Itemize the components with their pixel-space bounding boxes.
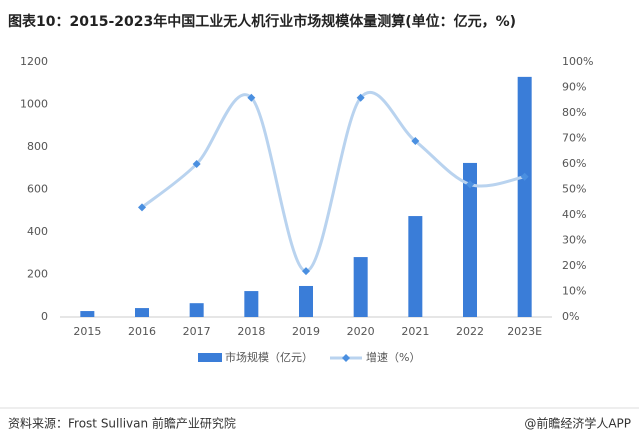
y-tick-label: 200 bbox=[27, 268, 48, 281]
y2-tick-label: 20% bbox=[562, 259, 586, 272]
marker bbox=[520, 172, 529, 181]
bar bbox=[80, 311, 95, 317]
y2-tick-label: 0% bbox=[562, 310, 579, 323]
x-tick-label: 2015 bbox=[73, 325, 101, 338]
y-tick-label: 400 bbox=[27, 225, 48, 238]
bar bbox=[463, 162, 477, 317]
marker bbox=[411, 137, 420, 146]
x-tick-label: 2016 bbox=[128, 325, 156, 338]
marker bbox=[247, 93, 256, 102]
y-tick-label: 600 bbox=[27, 183, 48, 196]
x-tick-label: 2019 bbox=[292, 325, 320, 338]
marker bbox=[138, 203, 146, 212]
x-tick-label: 2017 bbox=[183, 325, 211, 338]
source: 资料来源：Frost Sullivan 前瞻产业研究院 bbox=[8, 416, 236, 431]
legend-swatch bbox=[198, 353, 222, 362]
y2-tick-label: 50% bbox=[562, 183, 586, 196]
y2-tick-label: 90% bbox=[562, 81, 586, 94]
marker bbox=[192, 160, 201, 168]
x-tick-label: 2022 bbox=[456, 325, 484, 338]
y-tick-label: 0 bbox=[41, 310, 48, 323]
marker bbox=[466, 180, 474, 189]
bar bbox=[517, 76, 532, 317]
legend-label: 市场规模（亿元） bbox=[225, 350, 313, 364]
credit: @前瞻经济学人APP bbox=[524, 416, 631, 431]
bar bbox=[408, 216, 423, 317]
bar bbox=[135, 308, 149, 317]
marker bbox=[356, 93, 365, 102]
legend-label: 增速（%） bbox=[366, 350, 420, 364]
y2-tick-label: 40% bbox=[562, 208, 586, 221]
line bbox=[141, 90, 525, 273]
x-tick-label: 2023E bbox=[507, 325, 542, 338]
y2-tick-label: 70% bbox=[562, 132, 586, 145]
bar bbox=[189, 303, 204, 317]
bar bbox=[353, 257, 368, 317]
x-tick-label: 2021 bbox=[401, 325, 429, 338]
y-tick-label: 1000 bbox=[20, 98, 48, 111]
bar bbox=[299, 285, 313, 317]
x-tick-label: 2018 bbox=[237, 325, 265, 338]
y-tick-label: 800 bbox=[27, 140, 48, 153]
y2-tick-label: 100% bbox=[562, 55, 593, 68]
legend-swatch bbox=[342, 354, 350, 362]
y2-tick-label: 60% bbox=[562, 157, 586, 170]
y2-tick-label: 30% bbox=[562, 234, 586, 247]
bar bbox=[244, 291, 259, 317]
y-tick-label: 1200 bbox=[20, 55, 48, 68]
y2-tick-label: 80% bbox=[562, 106, 586, 119]
chart-title: 图表10：2015-2023年中国工业无人机行业市场规模体量测算(单位：亿元，%… bbox=[8, 13, 516, 30]
y2-tick-label: 10% bbox=[562, 285, 586, 298]
x-tick-label: 2020 bbox=[347, 325, 375, 338]
marker bbox=[302, 267, 310, 276]
